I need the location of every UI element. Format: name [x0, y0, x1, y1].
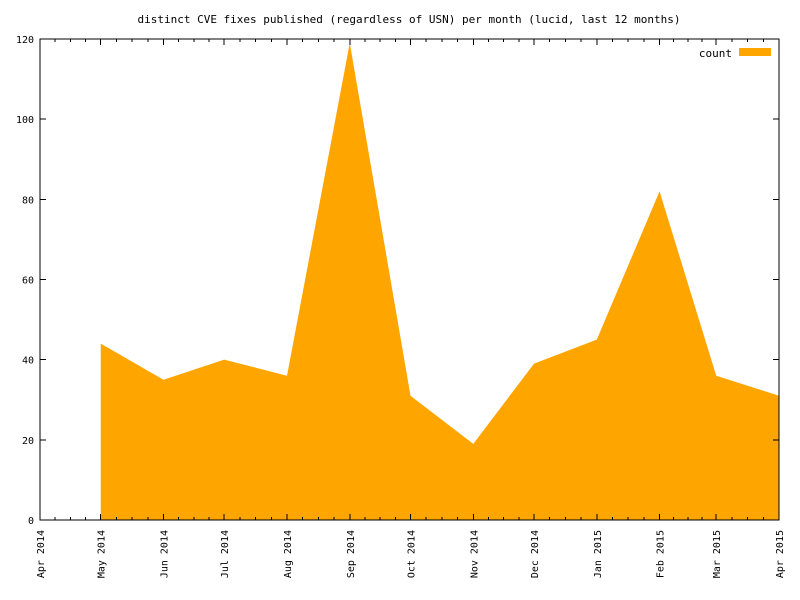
x-tick-label: Aug 2014: [283, 530, 294, 578]
data-point-2014-12-01: [534, 363, 535, 364]
data-point-2015-02-01: [659, 191, 660, 192]
data-point-2014-11-01: [473, 443, 474, 444]
y-tick-label: 20: [22, 436, 34, 447]
x-tick-label: Mar 2015: [712, 530, 723, 578]
x-tick-label: Oct 2014: [407, 530, 418, 578]
data-point-2014-06-01: [163, 379, 164, 380]
data-point-2015-01-01: [596, 339, 597, 340]
x-tick-label: Feb 2015: [656, 530, 667, 578]
data-point-2014-08-01: [287, 375, 288, 376]
area-layer: [100, 43, 780, 520]
x-tick-label: May 2014: [97, 530, 108, 578]
x-tick-label: Dec 2014: [530, 530, 541, 578]
area-series-count: [100, 43, 780, 520]
y-tick-label: 0: [28, 516, 34, 527]
legend-label: count: [699, 47, 732, 60]
data-point-2014-07-01: [224, 359, 225, 360]
x-tick-label: Apr 2014: [36, 530, 47, 578]
data-point-2015-03-01: [716, 375, 717, 376]
y-tick-label: 80: [22, 195, 34, 206]
y-tick-label: 100: [16, 115, 34, 126]
legend: count: [699, 47, 771, 60]
x-tick-label: Jul 2014: [220, 530, 231, 578]
y-tick-label: 60: [22, 276, 34, 287]
axes: 0 20 40 60 80 100 120 Apr 2014 May 2014 Jun 2014 J…: [16, 35, 786, 578]
data-point-2014-10-01: [410, 395, 411, 396]
y-tick-label: 40: [22, 356, 34, 367]
y-tick-label: 120: [16, 35, 34, 46]
legend-swatch: [739, 48, 771, 56]
chart-title: distinct CVE fixes published (regardless…: [137, 13, 680, 26]
x-tick-label: Apr 2015: [775, 530, 786, 578]
x-tick-label: Jun 2014: [160, 530, 171, 578]
data-point-2014-05-01: [100, 343, 101, 344]
x-tick-label: Jan 2015: [593, 530, 604, 578]
x-tick-label: Sep 2014: [346, 530, 357, 578]
x-tick-label: Nov 2014: [469, 530, 480, 578]
